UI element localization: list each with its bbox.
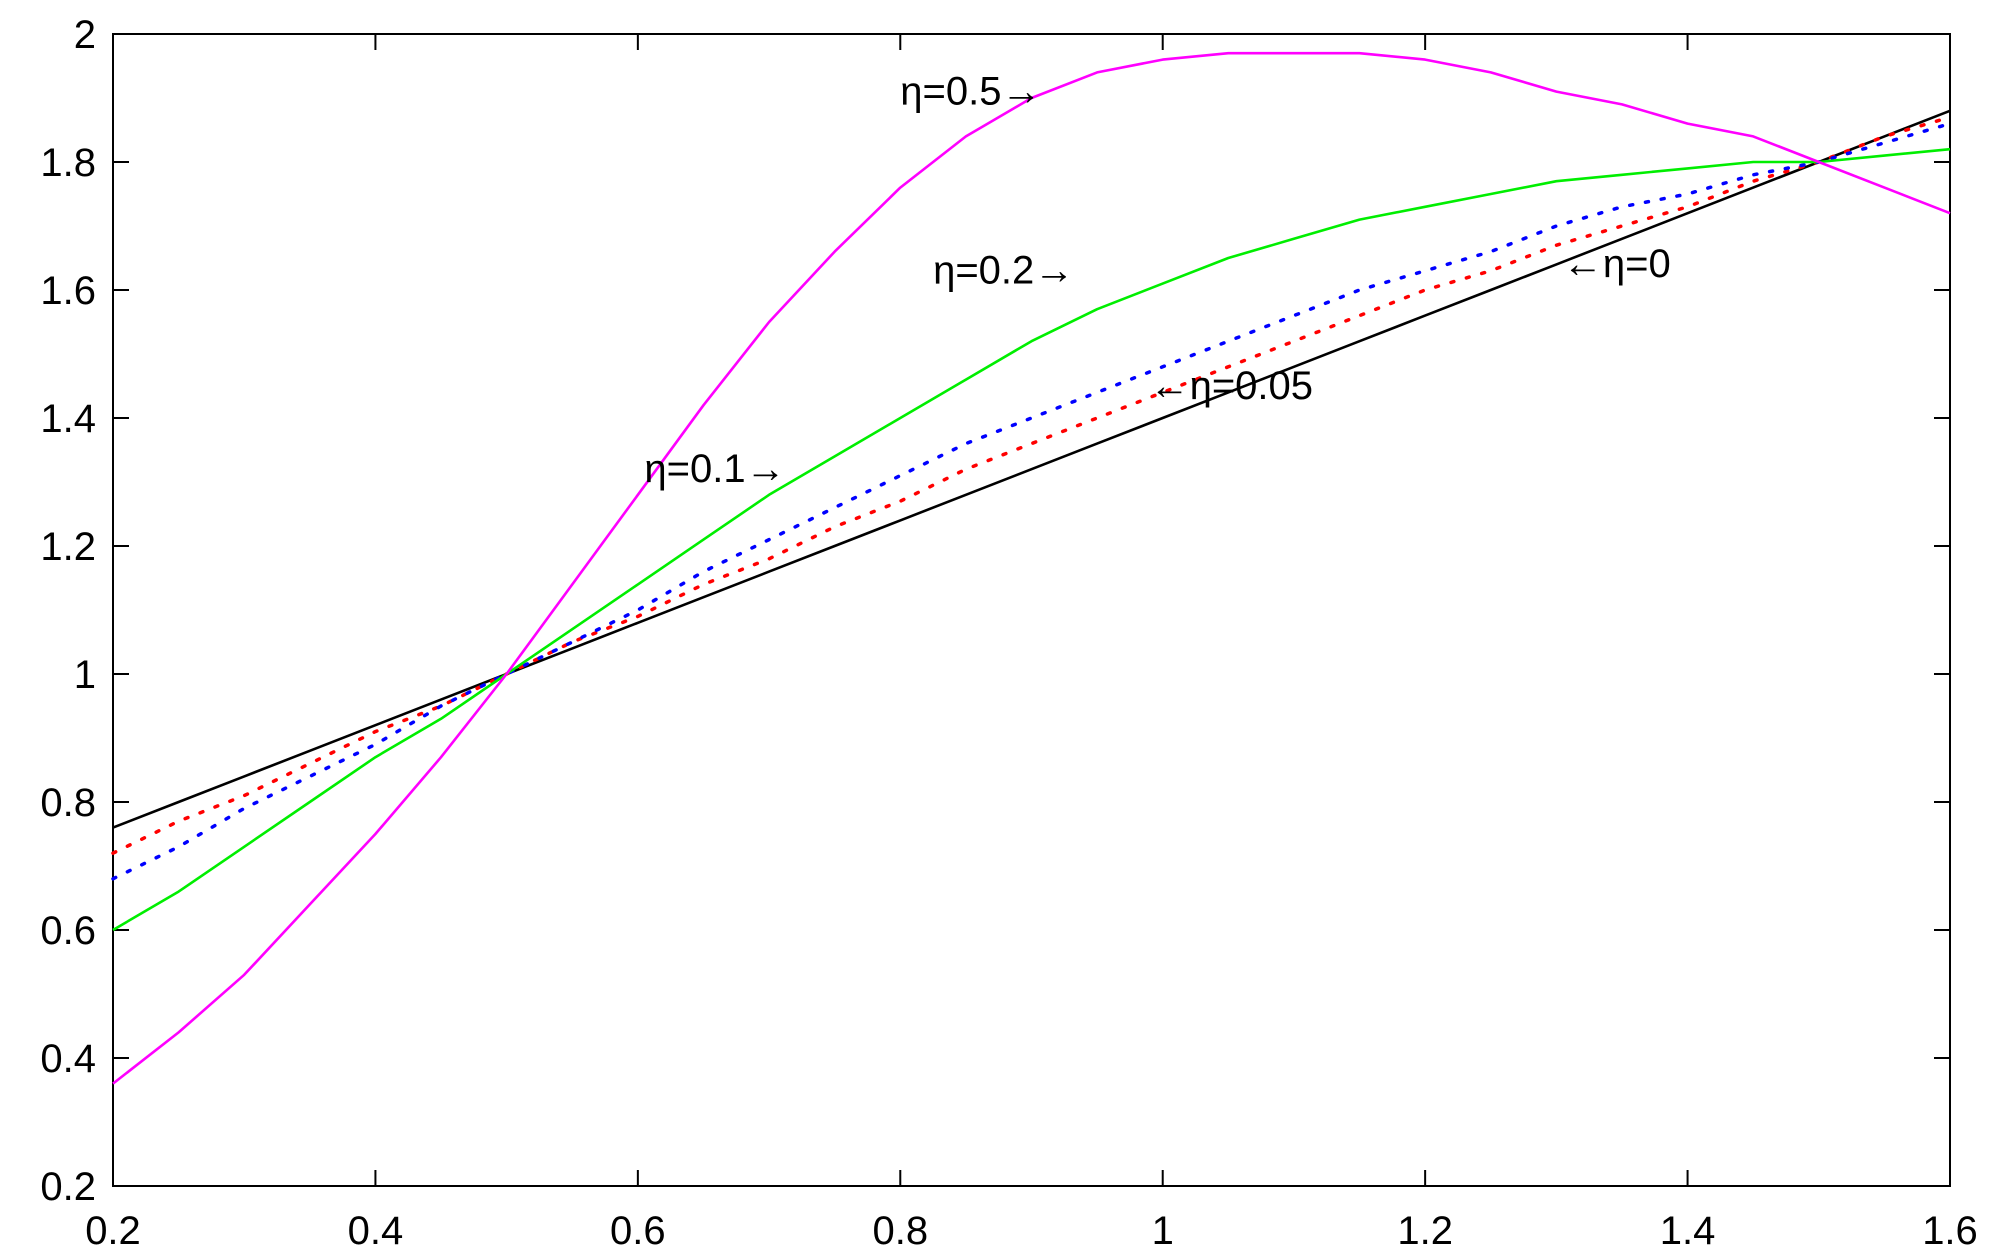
annotations: η=0.5→ η=0.2→ ←η=0 ←η=0.05 η=0.1→ (644, 69, 1670, 491)
y-tick-label: 1.2 (40, 525, 96, 569)
y-tick-label: 0.6 (40, 909, 96, 953)
x-tick-label: 1.6 (1922, 1209, 1978, 1253)
x-axis: 0.2 0.4 0.6 0.8 1 1.2 1.4 1.6 (85, 34, 1978, 1253)
y-tick-label: 1.4 (40, 397, 96, 441)
series-line (111, 121, 1952, 881)
y-tick-label: 1 (74, 653, 96, 697)
plot-area (112, 33, 1951, 1187)
y-tick-label: 0.4 (40, 1037, 96, 1081)
y-tick-label: 2 (74, 13, 96, 57)
series-layer (111, 51, 1952, 1085)
series-line (112, 51, 1951, 1085)
x-tick-label: 0.8 (872, 1209, 928, 1253)
annotation-label: ←η=0.05 (1150, 364, 1313, 408)
annotation-label: η=0.2→ (933, 249, 1074, 293)
annotation-label: η=0.1→ (644, 447, 785, 491)
y-axis: 0.2 0.4 0.6 0.8 1 1.2 1.4 1.6 1.8 2 (40, 13, 1950, 1209)
y-tick-label: 1.8 (40, 141, 96, 185)
x-tick-label: 0.4 (348, 1209, 404, 1253)
series-line (111, 115, 1952, 855)
x-tick-label: 1 (1152, 1209, 1174, 1253)
series-line (112, 147, 1951, 932)
x-tick-label: 0.2 (85, 1209, 141, 1253)
x-tick-label: 1.2 (1397, 1209, 1453, 1253)
y-tick-label: 0.2 (40, 1165, 96, 1209)
y-tick-label: 1.6 (40, 269, 96, 313)
x-tick-label: 1.4 (1660, 1209, 1716, 1253)
x-tick-label: 0.6 (610, 1209, 666, 1253)
annotation-label: ←η=0 (1563, 242, 1671, 286)
series-line (112, 109, 1951, 829)
y-tick-label: 0.8 (40, 781, 96, 825)
annotation-label: η=0.5→ (900, 69, 1041, 113)
